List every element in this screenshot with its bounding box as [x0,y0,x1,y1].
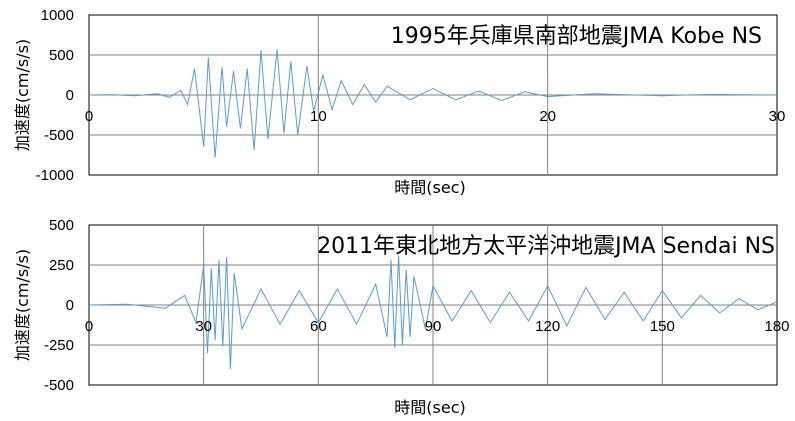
y-tick-label: 0 [66,297,74,314]
x-tick-label: 180 [764,318,789,335]
x-tick-label: 90 [425,318,442,335]
y-tick-label: 500 [49,217,74,234]
y-tick-label: -1000 [36,167,74,184]
y-tick-label: -500 [44,127,74,144]
chart-1-xticks: 0 10 20 30 [85,108,786,125]
chart-2: 500 250 0 -250 -500 0 30 60 90 120 150 180 2011年東北… [13,217,790,417]
chart-1-xlabel: 時間(sec) [394,178,465,197]
chart-1-gridlines [89,15,777,175]
chart-2-ylabel: 加速度(cm/s/s) [13,249,32,361]
chart-2-xlabel: 時間(sec) [394,398,465,417]
x-tick-label: 150 [650,318,675,335]
chart-2-series-line [88,255,778,370]
x-tick-label: 10 [310,108,327,125]
x-tick-label: 60 [310,318,327,335]
chart-2-yticks: 500 250 0 -250 -500 [44,217,74,394]
x-tick-label: 20 [539,108,556,125]
y-tick-label: 500 [49,47,74,64]
x-tick-label: 30 [195,318,212,335]
y-tick-label: 250 [49,257,74,274]
chart-1-ylabel: 加速度(cm/s/s) [13,39,32,151]
x-tick-label: 30 [769,108,786,125]
chart-2-title: 2011年東北地方太平洋沖地震JMA Sendai NS [317,234,775,259]
chart-1: 1000 500 0 -500 -1000 0 10 20 30 1995年兵庫県南部地震JM… [13,7,785,197]
y-tick-label: -250 [44,337,74,354]
x-tick-label: 0 [85,318,93,335]
y-tick-label: 0 [66,87,74,104]
chart-1-series-line [88,49,778,158]
chart-1-title: 1995年兵庫県南部地震JMA Kobe NS [391,24,762,49]
chart-1-yticks: 1000 500 0 -500 -1000 [36,7,74,184]
y-tick-label: 1000 [41,7,74,24]
y-tick-label: -500 [44,377,74,394]
x-tick-label: 0 [85,108,93,125]
chart-2-xticks: 0 30 60 90 120 150 180 [85,318,790,335]
x-tick-label: 120 [535,318,560,335]
